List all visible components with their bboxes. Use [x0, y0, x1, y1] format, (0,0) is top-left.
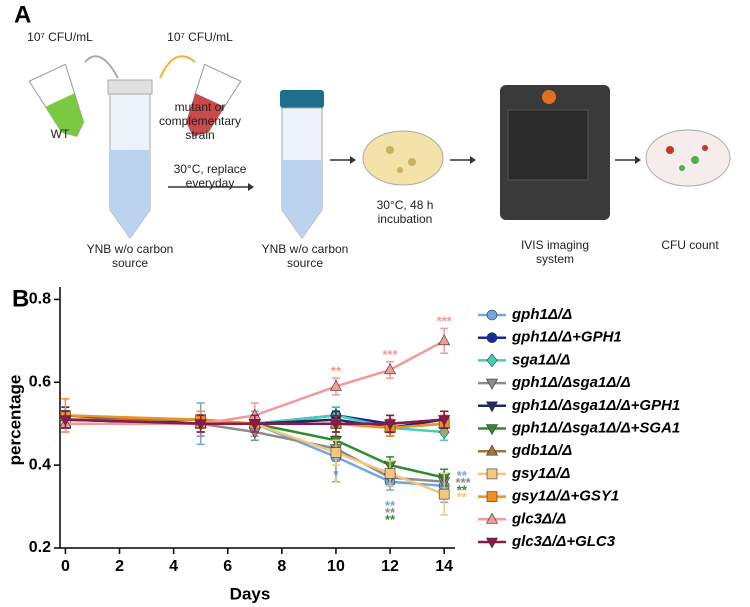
significance-mark: **: [385, 498, 396, 513]
legend-label: glc3Δ/Δ+GLC3: [511, 533, 616, 550]
significance-mark: **: [457, 483, 468, 498]
label: YNB w/o carbon source: [261, 242, 349, 270]
data-point: [59, 415, 72, 427]
legend-marker: [485, 512, 499, 524]
legend-label: gph1Δ/Δ+GPH1: [511, 329, 622, 346]
legend-label: gdb1Δ/Δ: [511, 442, 572, 459]
legend-label: gph1Δ/Δsga1Δ/Δ+SGA1: [511, 419, 680, 436]
significance-mark: *: [333, 467, 339, 482]
legend-marker: [486, 353, 498, 368]
data-point: [329, 379, 342, 391]
significance-mark: ***: [382, 347, 398, 362]
series-line: [65, 418, 445, 425]
significance-mark: **: [457, 468, 468, 483]
legend-marker: [486, 332, 498, 344]
label: 30°C, replace everyday: [173, 162, 247, 190]
label: CFU count: [661, 238, 719, 252]
legend-marker: [485, 401, 499, 413]
significance-mark: *: [333, 475, 339, 490]
data-point: [329, 419, 342, 431]
plot: 0.2 0.4 0.6 0.8 0 2 4 6 8 10 12 14 gph1Δ/Δ gph1Δ/Δ+GP…: [29, 287, 680, 575]
label: mutant or complementary strain: [158, 100, 242, 142]
x-tick-label: 8: [277, 558, 286, 575]
x-tick-label: 10: [327, 558, 345, 575]
label: IVIS imaging system: [520, 238, 590, 266]
significance-mark: **: [331, 363, 342, 378]
legend-label: gsy1Δ/Δ: [511, 465, 571, 482]
significance-mark: **: [385, 505, 396, 520]
data-point: [384, 363, 397, 375]
y-tick-label: 0.2: [29, 539, 51, 556]
panel-letter: A: [14, 1, 31, 28]
x-tick-label: 4: [169, 558, 178, 575]
legend-marker: [485, 424, 499, 436]
y-tick-label: 0.4: [29, 456, 51, 473]
legend-marker: [485, 444, 499, 456]
data-point: [438, 334, 451, 346]
data-point: [248, 419, 261, 431]
significance-mark: **: [457, 490, 468, 505]
x-tick-label: 6: [223, 558, 232, 575]
x-tick-label: 0: [61, 558, 70, 575]
legend-label: gph1Δ/Δsga1Δ/Δ: [511, 374, 631, 391]
legend-marker: [486, 468, 498, 480]
x-tick-label: 12: [381, 558, 399, 575]
legend-label: sga1Δ/Δ: [512, 351, 571, 368]
legend-marker: [486, 309, 498, 321]
x-tick-label: 2: [115, 558, 124, 575]
data-point: [194, 419, 207, 431]
x-axis-label: Days: [230, 584, 271, 603]
data-point: [438, 415, 451, 427]
y-tick-label: 0.6: [29, 374, 51, 391]
data-point: [438, 488, 450, 500]
data-point: [384, 468, 396, 479]
label: 10⁷ CFU/mL: [27, 30, 93, 44]
legend-marker: [485, 378, 499, 390]
data-point: [384, 419, 397, 431]
label: 30°C, 48 h incubation: [376, 198, 434, 226]
legend-label: gsy1Δ/Δ+GSY1: [511, 488, 619, 505]
legend-marker: [486, 491, 498, 502]
label: 10⁷ CFU/mL: [167, 30, 233, 44]
significance-mark: ***: [456, 475, 472, 490]
y-axis-label: percentage: [5, 375, 24, 466]
label: YNB w/o carbon source: [86, 242, 174, 270]
legend-marker: [485, 537, 499, 549]
panel-a-drawing: [28, 55, 731, 239]
legend-label: gph1Δ/Δ: [511, 306, 572, 323]
data-point: [330, 447, 342, 459]
significance-mark: ***: [437, 314, 453, 329]
label: WT: [50, 127, 70, 141]
legend-label: gph1Δ/Δsga1Δ/Δ+GPH1: [511, 397, 680, 414]
legend-label: glc3Δ/Δ: [511, 510, 566, 527]
y-tick-label: 0.8: [29, 291, 51, 308]
x-tick-label: 14: [435, 558, 453, 575]
significance-mark: **: [385, 512, 396, 527]
panel-letter: B: [12, 285, 29, 312]
